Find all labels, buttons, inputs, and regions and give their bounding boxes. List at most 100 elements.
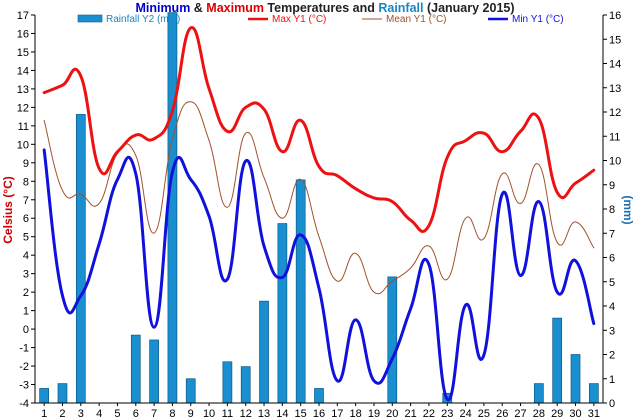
title-part: Minimum: [135, 1, 190, 15]
rainfall-bar: [185, 378, 196, 404]
x-tick-label: 8: [169, 408, 175, 420]
y-right-tick-label: 10: [609, 156, 621, 168]
y-right-tick-label: 6: [609, 253, 615, 265]
title-part: (January 2015): [424, 1, 515, 15]
x-tick-label: 22: [423, 408, 435, 420]
x-tick-label: 2: [59, 408, 65, 420]
rainfall-bar: [534, 383, 544, 404]
x-tick-label: 18: [350, 408, 362, 420]
y-left-tick-label: 3: [23, 269, 29, 281]
x-tick-label: 23: [441, 408, 453, 420]
x-tick-label: 26: [496, 408, 508, 420]
line-max: [42, 26, 596, 233]
rainfall-bar: [277, 223, 288, 404]
x-tick-label: 6: [133, 408, 139, 420]
rainfall-bar: [39, 388, 50, 404]
y-right-tick-label: 3: [609, 325, 615, 337]
x-tick-label: 7: [151, 408, 157, 420]
rainfall-bar: [130, 334, 141, 404]
x-tick-label: 17: [331, 408, 343, 420]
legend-label: Min Y1 (°C): [512, 14, 564, 25]
x-tick-label: 20: [386, 408, 398, 420]
x-tick-label: 4: [96, 408, 102, 420]
x-tick-label: 31: [588, 408, 600, 420]
y-left-tick-label: -1: [19, 343, 29, 355]
y-left-tick-label: 17: [17, 10, 29, 22]
rainfall-bar: [149, 339, 159, 404]
rainfall-bar: [75, 114, 86, 404]
x-tick-label: 15: [295, 408, 307, 420]
x-tick-label: 9: [188, 408, 194, 420]
y-left-tick-label: 10: [17, 139, 29, 151]
x-tick-label: 29: [551, 408, 563, 420]
y-left-tick-label: 15: [17, 47, 29, 59]
x-tick-label: 28: [533, 408, 545, 420]
y-right-tick-label: 12: [609, 107, 621, 119]
y-left-tick-label: 2: [23, 287, 29, 299]
legend-label: Rainfall Y2 (mm): [106, 14, 180, 25]
y-left-tick-label: 11: [18, 121, 29, 133]
legend-label: Max Y1 (°C): [272, 14, 326, 25]
y-left-tick-label: 4: [23, 250, 29, 262]
y-left-tick-label: 12: [17, 102, 29, 114]
x-tick-label: 14: [276, 408, 288, 420]
y-left-tick-label: -2: [19, 361, 29, 373]
rainfall-bar: [259, 300, 269, 404]
y-left-tick-label: 1: [23, 306, 29, 318]
temperature-lines: [42, 26, 596, 401]
y-left-tick-label: 5: [23, 232, 29, 244]
rainfall-bar: [552, 317, 563, 404]
x-tick-label: 25: [478, 408, 490, 420]
x-tick-label: 24: [459, 408, 471, 420]
x-tick-label: 5: [114, 408, 120, 420]
y-left-tick-label: 9: [23, 158, 29, 170]
title-part: &: [190, 1, 206, 15]
legend-label: Mean Y1 (°C): [386, 14, 447, 25]
rainfall-bar: [57, 383, 68, 404]
y-right-tick-label: 5: [609, 277, 615, 289]
x-tick-label: 21: [404, 408, 416, 420]
rainfall-bar: [295, 179, 306, 404]
chart-axes: -4-3-2-101234567891011121314151617012345…: [17, 10, 622, 420]
y-right-tick-label: 13: [609, 83, 621, 95]
x-tick-label: 30: [569, 408, 581, 420]
rainfall-bar: [240, 366, 251, 404]
title-part: Temperatures and: [264, 1, 378, 15]
chart-title: Minimum & Maximum Temperatures and Rainf…: [135, 1, 514, 15]
x-tick-label: 10: [203, 408, 215, 420]
y-right-tick-label: 16: [609, 10, 621, 22]
x-tick-label: 13: [258, 408, 270, 420]
rainfall-bar: [588, 383, 599, 404]
x-tick-label: 12: [240, 408, 252, 420]
y-right-tick-label: 15: [609, 34, 621, 46]
title-part: Rainfall: [378, 1, 423, 15]
y-axis-right-label: (mm): [621, 195, 634, 224]
y-left-tick-label: 6: [23, 213, 29, 225]
chart-legend: Rainfall Y2 (mm) Max Y1 (°C) Mean Y1 (°C) M…: [77, 14, 564, 25]
rainfall-bar: [387, 276, 398, 404]
x-tick-label: 27: [514, 408, 526, 420]
y-left-tick-label: 14: [17, 65, 29, 77]
y-left-tick-label: 13: [17, 84, 29, 96]
x-tick-label: 3: [78, 408, 84, 420]
rainfall-bars: [39, 12, 599, 404]
y-left-tick-label: -3: [19, 380, 29, 392]
y-right-tick-label: 8: [609, 204, 615, 216]
chart-title-text: Minimum & Maximum Temperatures and Rainf…: [135, 1, 514, 15]
line-min: [42, 148, 596, 401]
y-right-tick-label: 9: [609, 180, 615, 192]
y-right-tick-label: 7: [609, 228, 615, 240]
rainfall-bar: [222, 361, 233, 404]
y-left-tick-label: 8: [23, 176, 29, 188]
y-left-tick-label: 16: [17, 28, 29, 40]
x-tick-label: 1: [41, 408, 47, 420]
y-left-tick-label: 0: [23, 324, 29, 336]
x-tick-label: 16: [313, 408, 325, 420]
rainfall-bar: [314, 388, 324, 404]
y-right-tick-label: 4: [609, 301, 615, 313]
y-right-tick-label: 1: [609, 374, 615, 386]
rainfall-bar: [570, 354, 581, 404]
title-part: Maximum: [206, 1, 264, 15]
x-tick-label: 19: [368, 408, 380, 420]
